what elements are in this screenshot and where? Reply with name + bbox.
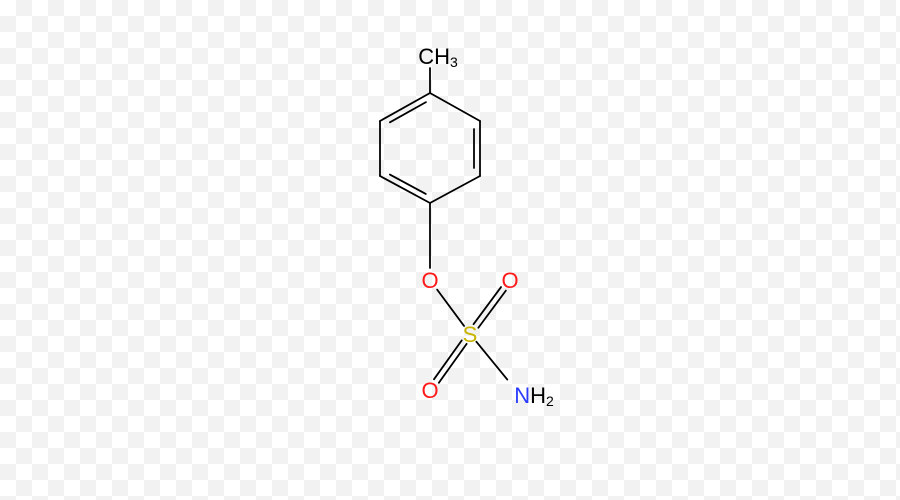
figure-root: CH3 O O O S NH2 [0, 0, 900, 500]
label-CH3: CH3 [418, 44, 458, 71]
bond-S-O2-b [474, 287, 502, 324]
ring-bond-bottom-ll-main [380, 176, 430, 203]
label-O3: O [421, 378, 438, 403]
molecule-svg: CH3 O O O S NH2 [0, 0, 900, 500]
label-NH2: NH2 [514, 383, 554, 410]
bond-S-O3-a [434, 340, 462, 379]
ring-bond-lr-bottom [430, 176, 480, 203]
bond-O1-S [437, 290, 464, 326]
ring-bond-top-ur [430, 93, 480, 121]
bond-S-O3-b [439, 344, 467, 383]
label-O1: O [421, 268, 438, 293]
label-S: S [463, 322, 478, 347]
ring-bond-ul-top-main [380, 93, 430, 121]
bond-S-N [476, 342, 507, 380]
label-O2: O [501, 268, 518, 293]
bond-S-O2-a [478, 291, 506, 328]
